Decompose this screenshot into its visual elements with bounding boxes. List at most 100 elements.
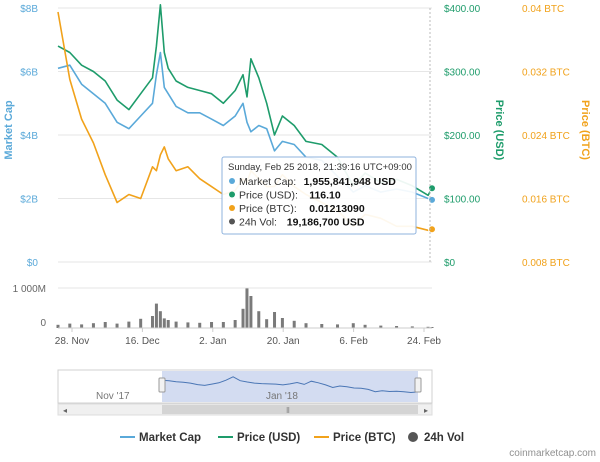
tooltip: Sunday, Feb 25 2018, 21:39:16 UTC+09:00 M… — [221, 156, 417, 235]
volume-bar — [186, 322, 190, 328]
volume-bar — [150, 316, 154, 328]
y-tick-label-price-usd: $200.00 — [444, 131, 481, 142]
scroll-left-arrow-icon: ◂ — [63, 406, 67, 415]
tooltip-dot — [229, 218, 235, 225]
volume-bar — [162, 318, 166, 328]
x-tick-label: 28. Nov — [55, 336, 89, 347]
volume-bar — [351, 323, 355, 328]
y-tick-label-price-btc: 0.04 BTC — [522, 4, 564, 15]
tooltip-label: 24h Vol: — [239, 217, 277, 229]
volume-bar — [198, 322, 202, 328]
volume-bar — [166, 320, 170, 328]
y-axis-title-price-btc: Price (BTC) — [579, 100, 591, 160]
volume-bar — [363, 324, 367, 328]
navigator-scrollbar-thumb[interactable] — [162, 405, 418, 414]
volume-bar — [158, 311, 162, 328]
navigator-handle[interactable] — [158, 377, 166, 393]
y-tick-label-price-usd: $0 — [444, 258, 456, 269]
tooltip-value: 1,955,841,948 USD — [304, 176, 397, 188]
tooltip-value: 116.10 — [309, 190, 341, 202]
y-tick-label-market-cap: $2B — [20, 195, 38, 206]
volume-bar — [410, 326, 414, 328]
volume-tick-label: 0 — [40, 318, 46, 329]
x-tick-label: 16. Dec — [125, 336, 159, 347]
volume-bar — [56, 324, 60, 328]
volume-bar — [68, 323, 72, 328]
volume-bar — [280, 318, 284, 328]
y-axis-title-market-cap: Market Cap — [3, 100, 15, 160]
navigator-line — [161, 376, 419, 394]
volume-bars — [56, 288, 434, 328]
series-marker — [428, 184, 436, 193]
tooltip-date: Sunday, Feb 25 2018, 21:39:16 UTC+09:00 — [228, 162, 412, 173]
volume-bar — [336, 324, 340, 328]
volume-tick-label: 1 000M — [13, 284, 46, 295]
y-tick-label-market-cap: $6B — [20, 68, 38, 79]
tooltip-label: Market Cap: — [239, 176, 296, 188]
y-tick-label-price-btc: 0.032 BTC — [522, 68, 570, 79]
scrollbar-grip-icon: Ⅱ — [286, 406, 290, 415]
scroll-right-arrow-icon: ▸ — [424, 406, 428, 415]
x-tick-label: 2. Jan — [199, 336, 226, 347]
volume-bar — [154, 303, 158, 328]
volume-bar — [265, 319, 269, 328]
volume-bar — [320, 324, 324, 328]
tooltip-label: Price (BTC): — [239, 203, 297, 215]
navigator-label: Nov '17 — [96, 391, 130, 402]
volume-bar — [395, 326, 399, 328]
volume-bar — [249, 296, 253, 328]
legend-item[interactable]: Price (BTC) — [333, 432, 396, 444]
volume-bar — [304, 323, 308, 328]
x-tick-label: 24. Feb — [407, 336, 441, 347]
legend-item[interactable]: 24h Vol — [424, 432, 464, 444]
volume-bar — [241, 308, 245, 328]
y-axis-title-price-usd: Price (USD) — [493, 100, 505, 161]
x-tick-label: 20. Jan — [267, 336, 300, 347]
y-tick-label-price-usd: $300.00 — [444, 68, 481, 79]
legend-item[interactable]: Market Cap — [139, 432, 201, 444]
tooltip-dot — [229, 178, 235, 184]
volume-bar — [221, 322, 225, 328]
navigator-selection — [162, 371, 418, 402]
volume-bar — [91, 323, 95, 328]
y-tick-label-market-cap: $8B — [20, 4, 38, 15]
volume-bar — [379, 325, 383, 328]
volume-bar — [233, 320, 237, 328]
navigator-handle[interactable] — [414, 377, 422, 393]
tooltip-value: 0.01213090 — [309, 203, 365, 215]
volume-bar — [139, 318, 143, 328]
y-tick-label-price-usd: $100.00 — [444, 195, 481, 206]
tooltip-label: Price (USD): — [239, 190, 298, 202]
legend-item[interactable]: Price (USD) — [237, 432, 300, 444]
y-tick-label-price-btc: 0.008 BTC — [522, 258, 570, 269]
navigator[interactable]: Nov '17 Jan '18 ◂ ▸ Ⅱ — [57, 369, 433, 416]
volume-bar — [174, 321, 178, 328]
legend-swatch — [408, 432, 418, 442]
y-tick-label-price-usd: $400.00 — [444, 4, 481, 15]
volume-bar — [292, 320, 296, 328]
volume-bar — [115, 323, 119, 328]
tooltip-dot — [229, 191, 235, 198]
volume-bar — [127, 321, 131, 328]
volume-bar — [245, 288, 249, 328]
tooltip-box — [221, 156, 417, 235]
volume-bar — [426, 326, 430, 328]
tooltip-dot — [229, 205, 235, 211]
tooltip-value: 19,186,700 USD — [287, 217, 365, 229]
volume-bar — [210, 322, 214, 328]
y-tick-label-market-cap: $4B — [20, 131, 38, 142]
y-tick-label-price-btc: 0.016 BTC — [522, 195, 570, 206]
navigator-label: Jan '18 — [266, 391, 298, 402]
volume-bar — [257, 311, 261, 328]
volume-bar — [103, 322, 107, 328]
y-tick-label-price-btc: 0.024 BTC — [522, 131, 570, 142]
volume-bar — [80, 324, 84, 328]
axes: $0 $2B $4B $6B $8B $0 $100.00 $200.00 $300.00 $40… — [3, 4, 591, 347]
volume-bar — [273, 312, 277, 328]
y-tick-label-market-cap: $0 — [27, 258, 39, 269]
x-tick-label: 6. Feb — [339, 336, 368, 347]
series-marker — [428, 225, 436, 234]
credit[interactable]: coinmarketcap.com — [509, 448, 596, 459]
legend: Market Cap Price (USD) Price (BTC) 24h Vol — [120, 432, 464, 444]
